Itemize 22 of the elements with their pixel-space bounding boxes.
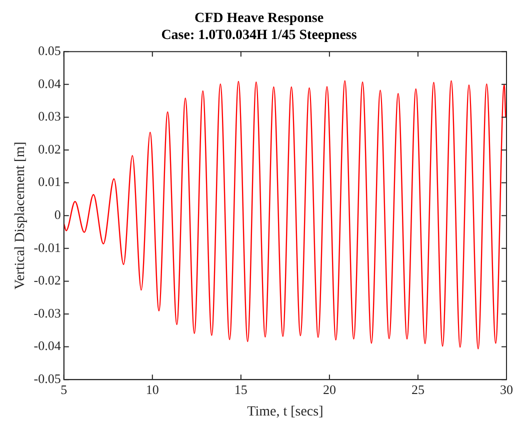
chart-subtitle: Case: 1.0T0.034H 1/45 Steepness (161, 28, 358, 43)
y-tick-label: -0.03 (34, 305, 61, 320)
x-axis-title: Time, t [secs] (247, 404, 324, 420)
x-tick-label: 5 (60, 382, 68, 397)
y-tick-label: 0.01 (38, 174, 61, 190)
x-tick-label: 20 (322, 382, 336, 397)
y-tick-label: 0.05 (38, 43, 61, 58)
x-tick-label: 30 (500, 382, 513, 397)
y-tick-label: 0.04 (38, 76, 62, 91)
y-tick-label: -0.02 (34, 272, 61, 288)
chart-title: CFD Heave Response (194, 11, 324, 26)
x-tick-label: 15 (234, 382, 248, 397)
x-tick-label: 25 (411, 382, 424, 397)
x-tick-label: 10 (146, 382, 159, 397)
line-series (64, 80, 506, 350)
y-tick-label: -0.05 (34, 371, 61, 386)
y-tick-label: 0 (54, 207, 61, 222)
y-tick-label: -0.04 (34, 338, 62, 354)
y-tick-label: 0.03 (38, 108, 61, 124)
y-axis-title: Vertical Displacement [m] (13, 142, 28, 290)
y-tick-label: -0.01 (34, 240, 61, 255)
y-tick-label: 0.02 (38, 141, 61, 156)
